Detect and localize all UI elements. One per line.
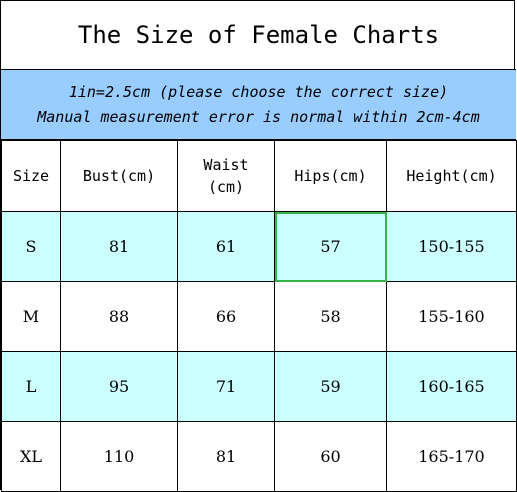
- size-table: Size Bust(cm) Waist (cm) Hips(cm) Height(…: [1, 140, 517, 492]
- bust-cell: 110: [60, 421, 178, 492]
- header-bust: Bust(cm): [60, 140, 178, 212]
- waist-cell: 71: [177, 351, 275, 422]
- bust-cell: 95: [60, 351, 178, 422]
- table-row: M 88 66 58 155-160: [1, 281, 517, 352]
- note-line-2: Manual measurement error is normal withi…: [37, 107, 480, 126]
- bust-cell: 88: [60, 281, 178, 352]
- table-row: L 95 71 59 160-165: [1, 351, 517, 422]
- size-cell: XL: [1, 421, 61, 492]
- chart-title: The Size of Female Charts: [1, 1, 516, 70]
- height-cell: 150-155: [386, 211, 517, 282]
- height-cell: 160-165: [386, 351, 517, 422]
- waist-cell: 81: [177, 421, 275, 492]
- hips-cell-selected[interactable]: 57: [274, 211, 387, 282]
- header-waist: Waist (cm): [177, 140, 275, 212]
- header-size: Size: [1, 140, 61, 212]
- waist-cell: 61: [177, 211, 275, 282]
- table-row: XL 110 81 60 165-170: [1, 421, 517, 492]
- measurement-note: 1in=2.5cm (please choose the correct siz…: [1, 70, 516, 140]
- table-header-row: Size Bust(cm) Waist (cm) Hips(cm) Height(…: [1, 140, 517, 212]
- note-line-1: 1in=2.5cm (please choose the correct siz…: [68, 82, 449, 101]
- header-height: Height(cm): [386, 140, 517, 212]
- hips-cell: 58: [274, 281, 387, 352]
- size-cell: L: [1, 351, 61, 422]
- height-cell: 165-170: [386, 421, 517, 492]
- header-hips: Hips(cm): [274, 140, 387, 212]
- table-row: S 81 61 57 150-155: [1, 211, 517, 282]
- height-cell: 155-160: [386, 281, 517, 352]
- header-waist-label: Waist (cm): [203, 156, 249, 196]
- hips-cell: 60: [274, 421, 387, 492]
- hips-cell: 59: [274, 351, 387, 422]
- size-cell: S: [1, 211, 61, 282]
- bust-cell: 81: [60, 211, 178, 282]
- size-cell: M: [1, 281, 61, 352]
- waist-cell: 66: [177, 281, 275, 352]
